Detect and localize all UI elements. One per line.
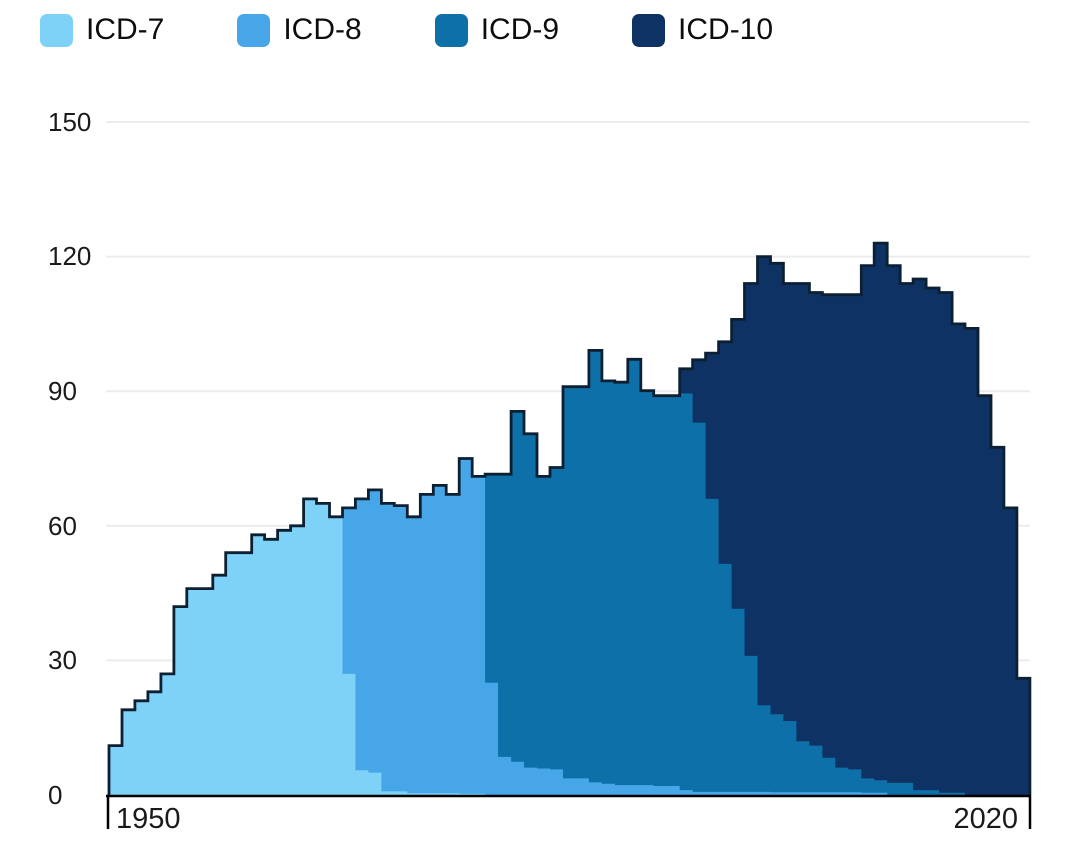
y-axis-label-30: 30 — [48, 645, 77, 675]
legend-swatch-icd-9 — [434, 13, 468, 47]
legend-item-icd-10[interactable]: ICD-10 — [632, 13, 773, 47]
y-axis-label-0: 0 — [48, 780, 63, 810]
y-axis-label-90: 90 — [48, 376, 77, 406]
series-area-icd-7 — [109, 498, 1030, 795]
legend-label-icd-10: ICD-10 — [678, 13, 774, 46]
legend-swatch-icd-7 — [40, 13, 73, 47]
x-axis-label-1950: 1950 — [116, 803, 181, 835]
legend-label-icd-8: ICD-8 — [283, 13, 362, 46]
legend-label-icd-9: ICD-9 — [480, 13, 560, 46]
y-axis-label-150: 150 — [48, 107, 92, 137]
legend-item-icd-7[interactable]: ICD-7 — [40, 13, 164, 47]
legend: ICD-7 ICD-8 ICD-9 ICD-10 — [40, 13, 773, 47]
y-axis-label-60: 60 — [48, 511, 77, 541]
legend-item-icd-9[interactable]: ICD-9 — [434, 13, 560, 47]
legend-swatch-icd-10 — [632, 13, 666, 47]
legend-item-icd-8[interactable]: ICD-8 — [237, 13, 362, 47]
legend-swatch-icd-8 — [237, 13, 271, 47]
total-outline — [107, 241, 1032, 795]
x-axis-label-2020: 2020 — [953, 803, 1018, 835]
y-axis-label-120: 120 — [48, 241, 92, 271]
legend-label-icd-7: ICD-7 — [86, 13, 165, 46]
